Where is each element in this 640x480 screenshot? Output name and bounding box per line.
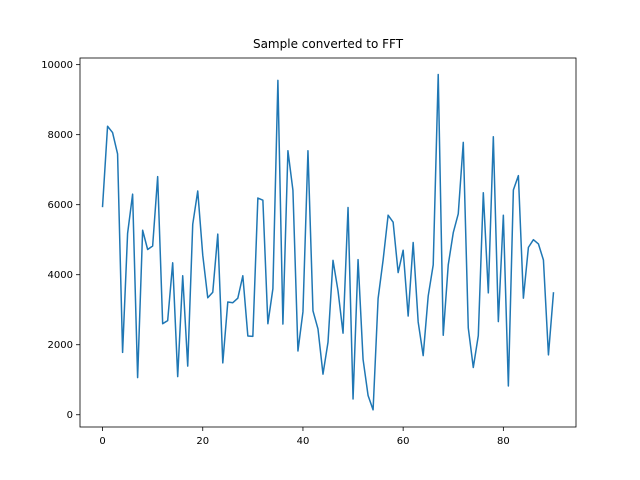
y-tick-label: 2000: [48, 340, 73, 351]
chart-title: Sample converted to FFT: [253, 37, 404, 51]
x-tick-label: 20: [196, 436, 209, 447]
y-tick-label: 8000: [48, 130, 73, 141]
x-tick-label: 0: [99, 436, 105, 447]
x-tick-label: 40: [297, 436, 310, 447]
y-tick-label: 0: [67, 410, 73, 421]
axes-frame: [79, 57, 577, 428]
y-tick-label: 6000: [48, 200, 73, 211]
x-tick-label: 80: [497, 436, 510, 447]
plot-area: 0 20 40 60 80 0 2000 4000 6000 8000 10000: [41, 57, 577, 447]
x-tick-label: 60: [397, 436, 410, 447]
series-line: [101, 73, 555, 411]
y-tick-label: 10000: [41, 60, 73, 71]
y-tick-label: 4000: [48, 270, 73, 281]
